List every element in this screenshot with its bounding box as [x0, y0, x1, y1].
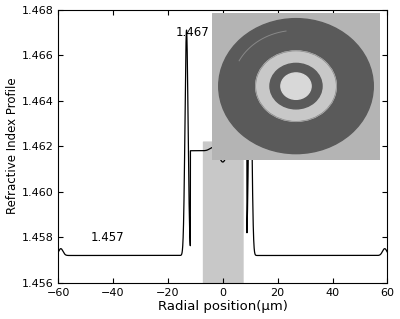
Circle shape: [270, 63, 322, 109]
Circle shape: [281, 73, 311, 99]
Text: 1.467: 1.467: [176, 26, 210, 39]
Y-axis label: Refractive Index Profile: Refractive Index Profile: [6, 78, 18, 214]
Text: 1.457: 1.457: [91, 231, 125, 244]
X-axis label: Radial position(μm): Radial position(μm): [158, 300, 288, 314]
Circle shape: [219, 19, 373, 154]
Circle shape: [256, 51, 336, 121]
